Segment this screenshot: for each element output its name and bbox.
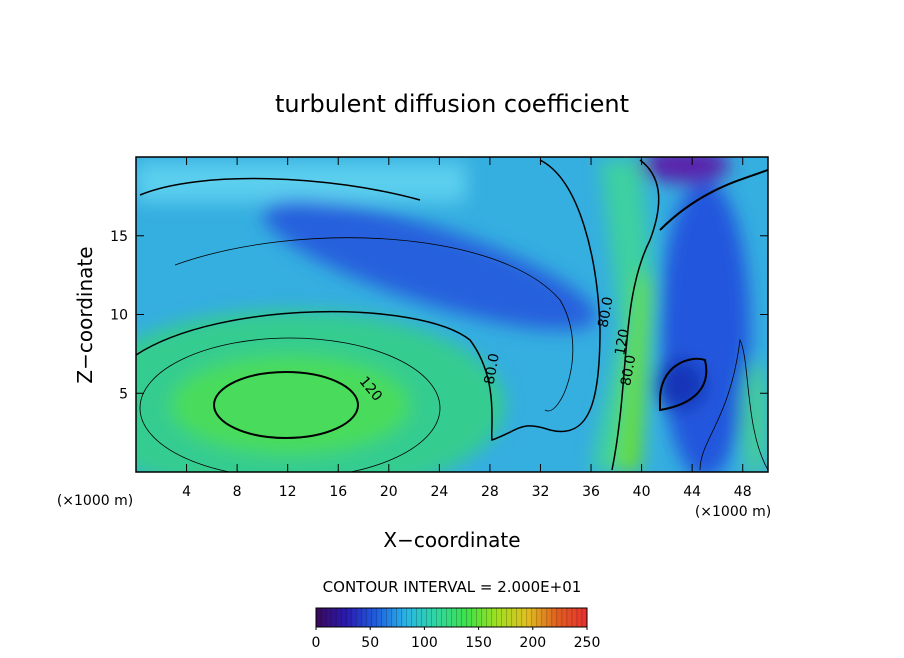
x-tick-label: 40	[633, 484, 651, 500]
colorbar	[315, 607, 588, 628]
x-tick-label: 36	[582, 484, 600, 500]
contour-label: 120	[612, 328, 632, 357]
contour-lines	[136, 159, 768, 472]
colorbar-tick-label: 100	[411, 635, 438, 651]
contour-label: 80.0	[482, 352, 503, 385]
contour-label: 80.0	[595, 295, 616, 328]
y-tick-label: 5	[119, 386, 128, 402]
x-tick-label: 48	[734, 484, 752, 500]
x-axis-label: X−coordinate	[383, 528, 520, 552]
x-tick-label: 4	[182, 484, 191, 500]
x-unit-right: (×1000 m)	[695, 504, 771, 520]
contour-interval: CONTOUR INTERVAL = 2.000E+01	[323, 578, 582, 596]
y-tick-label: 10	[110, 308, 128, 324]
field	[136, 157, 768, 472]
colorbar-tick-label: 200	[519, 635, 546, 651]
x-tick-label: 20	[380, 484, 398, 500]
x-tick-label: 32	[532, 484, 550, 500]
x-tick-label: 24	[430, 484, 448, 500]
y-axis-label: Z−coordinate	[73, 246, 97, 383]
x-tick-label: 8	[233, 484, 242, 500]
y-tick-label: 15	[110, 229, 128, 245]
colorbar-tick-label: 250	[574, 635, 601, 651]
colorbar-tick-label: 150	[465, 635, 492, 651]
chart-title: turbulent diffusion coefficient	[275, 90, 629, 118]
x-tick-label: 12	[279, 484, 297, 500]
colorbar-tick-label: 50	[361, 635, 379, 651]
x-unit-left: (×1000 m)	[57, 493, 133, 509]
x-tick-label: 16	[329, 484, 347, 500]
contour-label: 80.0	[618, 354, 639, 387]
x-tick-label: 28	[481, 484, 499, 500]
x-tick-label: 44	[683, 484, 701, 500]
colorbar-tick-label: 0	[312, 635, 321, 651]
